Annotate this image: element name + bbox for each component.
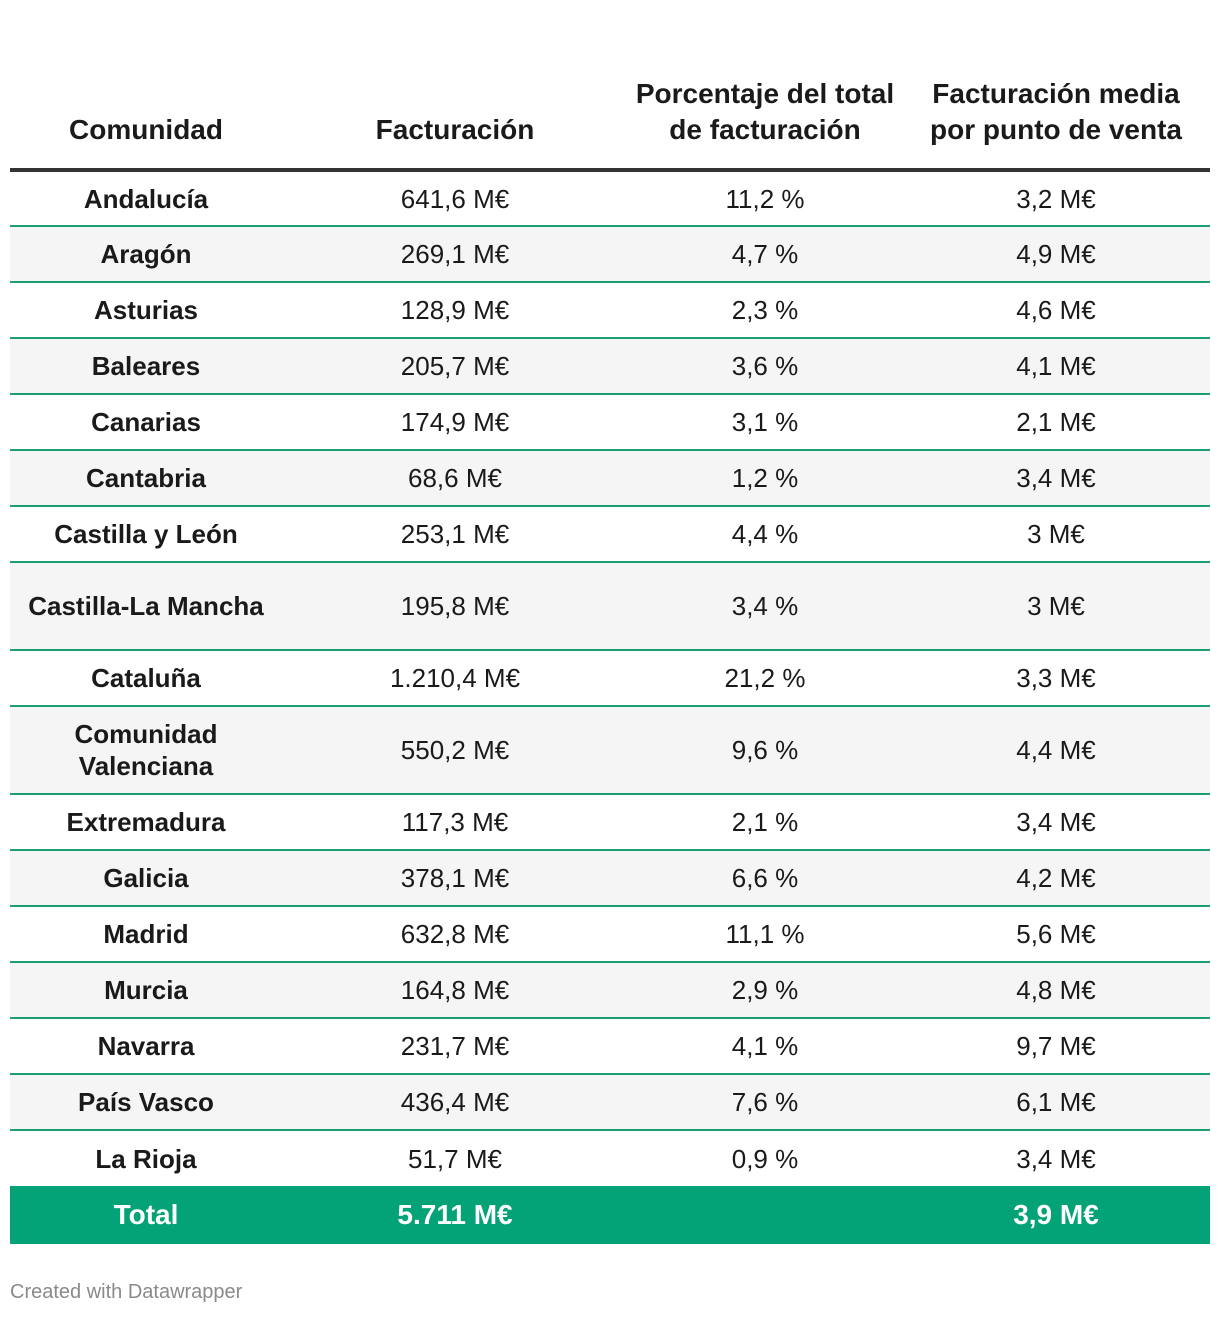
cell-porcentaje: 11,2 %	[628, 170, 902, 227]
cell-comunidad: Andalucía	[10, 170, 282, 227]
cell-comunidad: Cantabria	[10, 450, 282, 507]
cell-comunidad: Galicia	[10, 850, 282, 907]
cell-media: 3,4 M€	[902, 794, 1210, 851]
cell-facturacion: 1.210,4 M€	[282, 650, 628, 707]
column-header[interactable]: Porcentaje del total de facturación	[628, 0, 902, 172]
cell-facturacion: 205,7 M€	[282, 338, 628, 395]
cell-media: 5,6 M€	[902, 906, 1210, 963]
cell-facturacion: 253,1 M€	[282, 506, 628, 563]
table-row: Murcia 164,8 M€ 2,9 % 4,8 M€	[10, 962, 1210, 1019]
cell-media: 3 M€	[902, 506, 1210, 563]
table-row: Cataluña 1.210,4 M€ 21,2 % 3,3 M€	[10, 650, 1210, 707]
table-row: Comunidad Valenciana 550,2 M€ 9,6 % 4,4 M€	[10, 706, 1210, 795]
total-label: Total	[10, 1186, 282, 1244]
cell-media: 3,4 M€	[1016, 1143, 1096, 1174]
cell-comunidad: País Vasco	[10, 1074, 282, 1131]
cell-comunidad: Castilla-La Mancha	[10, 562, 282, 651]
table-row: Canarias 174,9 M€ 3,1 % 2,1 M€	[10, 394, 1210, 451]
cell-porcentaje: 11,1 %	[628, 906, 902, 963]
cell-media: 6,1 M€	[902, 1074, 1210, 1131]
cell-media: 4,6 M€	[902, 282, 1210, 339]
column-header[interactable]: Comunidad	[10, 0, 282, 172]
cell-media: 3 M€	[902, 562, 1210, 651]
table-row: País Vasco 436,4 M€ 7,6 % 6,1 M€	[10, 1074, 1210, 1131]
cell-facturacion: 641,6 M€	[282, 170, 628, 227]
cell-comunidad: Extremadura	[10, 794, 282, 851]
cell-comunidad: Navarra	[10, 1018, 282, 1075]
datawrapper-credit[interactable]: Created with Datawrapper	[10, 1281, 243, 1303]
cell-porcentaje: 6,6 %	[628, 850, 902, 907]
cell-porcentaje: 3,4 %	[628, 562, 902, 651]
cell-media: 4,9 M€	[902, 226, 1210, 283]
cell-facturacion: 128,9 M€	[282, 282, 628, 339]
cell-porcentaje: 7,6 %	[628, 1074, 902, 1131]
cell-comunidad: Baleares	[10, 338, 282, 395]
table-row: Asturias 128,9 M€ 2,3 % 4,6 M€	[10, 282, 1210, 339]
cell-comunidad: Aragón	[10, 226, 282, 283]
cell-media: 3,3 M€	[902, 650, 1210, 707]
cell-comunidad: Castilla y León	[10, 506, 282, 563]
table-row: Baleares 205,7 M€ 3,6 % 4,1 M€	[10, 338, 1210, 395]
cell-comunidad: Madrid	[10, 906, 282, 963]
cell-comunidad: Canarias	[10, 394, 282, 451]
cell-facturacion: 231,7 M€	[282, 1018, 628, 1075]
total-porcentaje	[628, 1186, 902, 1244]
cell-facturacion: 269,1 M€	[282, 226, 628, 283]
cell-facturacion: 195,8 M€	[282, 562, 628, 651]
datawrapper-table: Comunidad Facturación Porcentaje del tot…	[10, 0, 1210, 1244]
table-row: Madrid 632,8 M€ 11,1 % 5,6 M€	[10, 906, 1210, 963]
cell-facturacion: 550,2 M€	[282, 706, 628, 795]
cell-porcentaje: 4,7 %	[628, 226, 902, 283]
cell-media: 4,8 M€	[902, 962, 1210, 1019]
table-row: Castilla-La Mancha 195,8 M€ 3,4 % 3 M€	[10, 562, 1210, 651]
table-row: Navarra 231,7 M€ 4,1 % 9,7 M€	[10, 1018, 1210, 1075]
cell-media: 4,1 M€	[902, 338, 1210, 395]
total-row: Total 5.711 M€ 3,9 M€	[10, 1186, 1210, 1244]
cell-porcentaje: 1,2 %	[628, 450, 902, 507]
total-media: 3,9 M€	[902, 1186, 1210, 1244]
header-row: Comunidad Facturación Porcentaje del tot…	[10, 0, 1210, 172]
table-body: Andalucía 641,6 M€ 11,2 % 3,2 M€ Aragón 269,1…	[10, 170, 1210, 1186]
table-row: Andalucía 641,6 M€ 11,2 % 3,2 M€	[10, 170, 1210, 227]
table-row: La Rioja 51,7 M€ 0,9 % 3,4 M€	[10, 1130, 1210, 1186]
table-row: Cantabria 68,6 M€ 1,2 % 3,4 M€	[10, 450, 1210, 507]
cell-media: 3,4 M€	[902, 450, 1210, 507]
cell-porcentaje: 4,4 %	[628, 506, 902, 563]
cell-comunidad: Murcia	[10, 962, 282, 1019]
cell-porcentaje: 0,9 %	[731, 1143, 799, 1174]
table-row: Galicia 378,1 M€ 6,6 % 4,2 M€	[10, 850, 1210, 907]
cell-porcentaje: 3,1 %	[628, 394, 902, 451]
cell-porcentaje: 3,6 %	[628, 338, 902, 395]
cell-media: 4,2 M€	[902, 850, 1210, 907]
total-facturacion: 5.711 M€	[282, 1186, 628, 1244]
cell-porcentaje: 21,2 %	[628, 650, 902, 707]
column-header[interactable]: Facturación media por punto de venta	[902, 0, 1210, 172]
cell-porcentaje: 4,1 %	[628, 1018, 902, 1075]
cell-media: 3,2 M€	[902, 170, 1210, 227]
facturacion-table: Comunidad Facturación Porcentaje del tot…	[10, 0, 1210, 1244]
cell-comunidad: Asturias	[10, 282, 282, 339]
cell-media: 9,7 M€	[902, 1018, 1210, 1075]
cell-facturacion: 68,6 M€	[282, 450, 628, 507]
cell-porcentaje: 2,1 %	[628, 794, 902, 851]
cell-facturacion: 378,1 M€	[282, 850, 628, 907]
cell-facturacion: 164,8 M€	[282, 962, 628, 1019]
cell-porcentaje: 2,3 %	[628, 282, 902, 339]
cell-facturacion: 51,7 M€	[408, 1143, 502, 1174]
cell-porcentaje: 9,6 %	[628, 706, 902, 795]
cell-porcentaje: 2,9 %	[628, 962, 902, 1019]
cell-facturacion: 436,4 M€	[282, 1074, 628, 1131]
table-row: Castilla y León 253,1 M€ 4,4 % 3 M€	[10, 506, 1210, 563]
cell-facturacion: 632,8 M€	[282, 906, 628, 963]
column-header[interactable]: Facturación	[282, 0, 628, 172]
table-row: Aragón 269,1 M€ 4,7 % 4,9 M€	[10, 226, 1210, 283]
cell-facturacion: 117,3 M€	[282, 794, 628, 851]
cell-comunidad: La Rioja	[95, 1143, 197, 1174]
cell-comunidad: Cataluña	[10, 650, 282, 707]
cell-comunidad: Comunidad Valenciana	[10, 706, 282, 795]
table-row: Extremadura 117,3 M€ 2,1 % 3,4 M€	[10, 794, 1210, 851]
cell-media: 4,4 M€	[902, 706, 1210, 795]
cell-facturacion: 174,9 M€	[282, 394, 628, 451]
cell-media: 2,1 M€	[902, 394, 1210, 451]
